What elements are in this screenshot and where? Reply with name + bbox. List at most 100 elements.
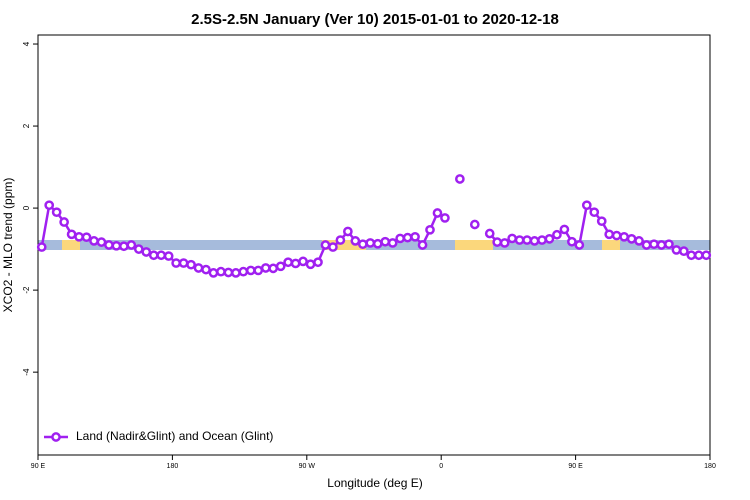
- data-point: [328, 242, 338, 252]
- data-point: [484, 228, 495, 239]
- data-point: [402, 232, 413, 243]
- data-point: [320, 240, 331, 250]
- data-point: [499, 238, 510, 248]
- x-tick-label: 180: [167, 463, 179, 470]
- data-point: [216, 266, 226, 277]
- data-point: [126, 240, 137, 250]
- data-point: [343, 226, 353, 237]
- data-point: [148, 250, 159, 261]
- data-point: [686, 250, 697, 261]
- data-point: [365, 238, 376, 248]
- data-point: [36, 242, 47, 252]
- land-band: [322, 240, 366, 250]
- data-point: [201, 264, 211, 275]
- data-point: [455, 174, 465, 184]
- data-point: [440, 213, 450, 223]
- data-point: [417, 240, 428, 250]
- data-point: [111, 240, 122, 251]
- data-point: [395, 233, 405, 244]
- data-point: [469, 219, 480, 230]
- data-point: [178, 258, 189, 268]
- data-point: [133, 244, 144, 254]
- data-point: [283, 257, 293, 268]
- data-point: [574, 240, 585, 250]
- data-point: [656, 240, 667, 250]
- data-point: [649, 239, 659, 250]
- land-band: [602, 240, 620, 250]
- data-point: [51, 207, 62, 218]
- data-point: [223, 267, 234, 278]
- data-point: [432, 208, 443, 218]
- data-point: [387, 238, 398, 248]
- data-point: [589, 207, 600, 218]
- data-point: [298, 256, 308, 267]
- data-point: [357, 239, 368, 250]
- data-point: [208, 268, 219, 278]
- data-point: [245, 265, 256, 276]
- x-tick-label: 90 E: [31, 463, 46, 470]
- data-point: [350, 236, 361, 246]
- y-tick-label: 0: [22, 205, 31, 210]
- data-point: [619, 231, 629, 242]
- data-point: [529, 236, 540, 246]
- data-point: [44, 200, 55, 211]
- data-point: [664, 239, 674, 250]
- x-tick-label: 180: [704, 463, 716, 470]
- y-tick-label: 2: [22, 123, 31, 128]
- data-point: [96, 237, 107, 247]
- chart-title: 2.5S-2.5N January (Ver 10) 2015-01-01 to…: [191, 11, 559, 28]
- data-point: [193, 263, 204, 273]
- data-point: [380, 236, 391, 247]
- data-point: [104, 240, 114, 250]
- data-point: [231, 268, 241, 278]
- data-point: [596, 216, 607, 227]
- data-point: [581, 200, 592, 211]
- data-point: [238, 266, 249, 277]
- data-point: [163, 251, 174, 261]
- data-point: [253, 265, 264, 276]
- data-point: [119, 241, 129, 252]
- x-tick-label: 90 E: [568, 463, 583, 470]
- data-point: [89, 236, 99, 246]
- data-point: [492, 237, 503, 247]
- data-point: [537, 235, 547, 245]
- data-point: [425, 224, 435, 235]
- land-band: [455, 240, 493, 250]
- data-point: [313, 257, 323, 268]
- data-point: [611, 230, 622, 241]
- data-point: [679, 246, 689, 257]
- data-point: [260, 263, 271, 273]
- data-point: [641, 240, 652, 250]
- data-point: [59, 217, 69, 227]
- x-tick-label: 0: [439, 463, 443, 470]
- y-tick-label: -2: [22, 286, 31, 294]
- legend-marker: [51, 432, 61, 442]
- data-point: [514, 235, 525, 245]
- data-point: [604, 229, 615, 240]
- data-point: [701, 250, 712, 261]
- data-point: [275, 261, 286, 272]
- data-point: [156, 250, 167, 261]
- data-point: [186, 259, 196, 270]
- legend-label: Land (Nadir&Glint) and Ocean (Glint): [76, 429, 273, 443]
- y-tick-label: 4: [22, 41, 31, 46]
- data-point: [305, 259, 316, 270]
- data-point: [567, 236, 577, 247]
- data-point: [335, 235, 346, 245]
- data-point: [410, 231, 420, 242]
- data-point: [671, 245, 682, 255]
- data-point: [522, 235, 532, 245]
- x-tick-label: 90 W: [299, 463, 316, 470]
- data-point: [290, 258, 301, 269]
- data-point: [634, 236, 644, 246]
- data-point: [268, 263, 279, 274]
- data-point: [626, 233, 637, 244]
- data-point: [552, 229, 562, 240]
- data-point: [74, 231, 84, 242]
- data-point: [141, 247, 152, 257]
- data-point: [81, 232, 92, 243]
- y-axis-label: XCO2 - MLO trend (ppm): [1, 178, 15, 313]
- data-point: [66, 229, 77, 240]
- data-point: [372, 238, 383, 249]
